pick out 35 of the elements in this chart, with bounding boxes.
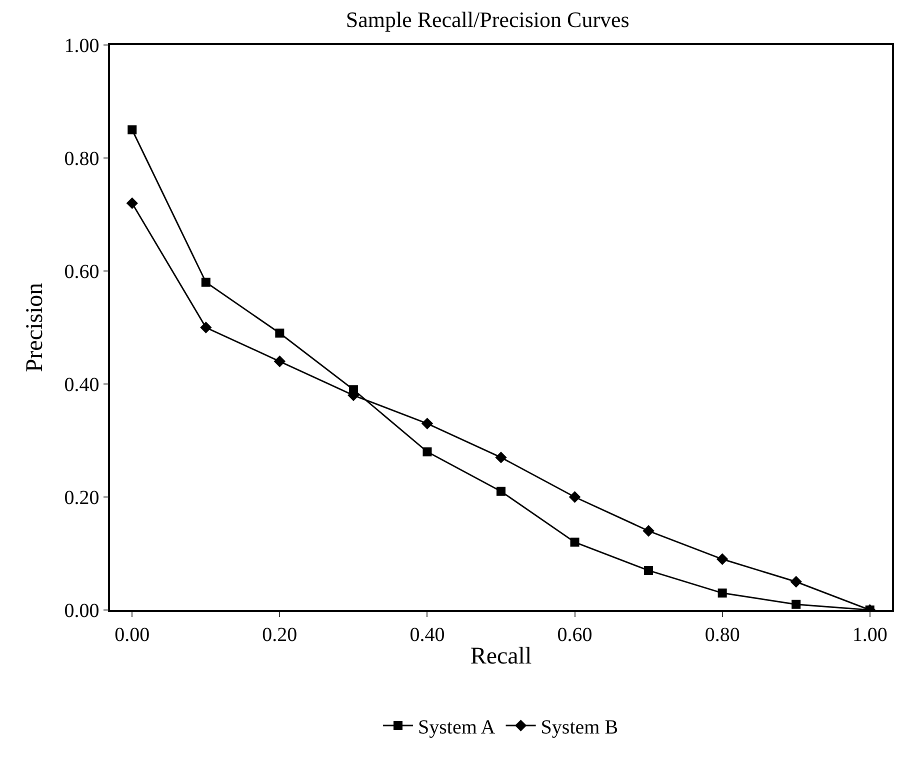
- point: [126, 197, 138, 210]
- point: [275, 328, 284, 338]
- x-axis-title: Recall: [470, 644, 532, 670]
- y-axis-title: Precision: [22, 282, 48, 372]
- chart-title: Sample Recall/Precision Curves: [346, 6, 630, 32]
- x-tick-label: 1.00: [852, 624, 888, 646]
- point: [716, 553, 728, 565]
- point: [790, 576, 802, 588]
- y-tick-label: 0.20: [64, 487, 100, 509]
- x-tick-label: 0.60: [557, 624, 592, 646]
- y-tick-label: 0.60: [64, 261, 100, 283]
- y-tick-label: 0.40: [64, 374, 100, 396]
- point: [274, 356, 286, 368]
- legend-label: System A: [418, 716, 496, 738]
- point: [644, 566, 654, 575]
- x-tick-label: 0.80: [704, 624, 740, 646]
- x-tick-label: 0.20: [262, 624, 298, 646]
- point: [422, 447, 432, 456]
- point: [792, 600, 801, 609]
- x-tick-label: 0.00: [114, 624, 150, 646]
- y-tick-label: 0.80: [64, 148, 100, 170]
- point: [128, 125, 137, 134]
- y-tick-label: 1.00: [64, 35, 100, 57]
- point: [495, 452, 507, 464]
- x-tick-label: 0.40: [410, 624, 445, 646]
- point: [718, 588, 727, 598]
- legend-label: System B: [540, 716, 618, 738]
- point: [421, 418, 434, 430]
- point: [201, 278, 210, 287]
- y-tick-label: 0.00: [64, 600, 100, 622]
- point: [568, 491, 581, 503]
- point: [570, 538, 580, 547]
- point: [200, 322, 212, 334]
- point: [496, 486, 506, 496]
- point: [642, 525, 654, 537]
